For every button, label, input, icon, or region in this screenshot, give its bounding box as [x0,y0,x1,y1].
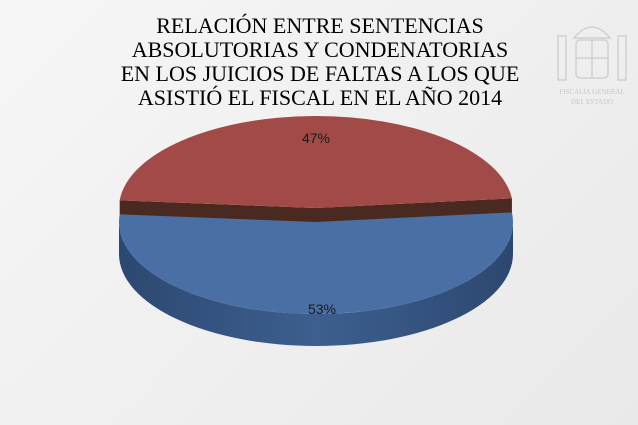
slice-blue-side [119,222,513,346]
slice-red-top [119,116,512,208]
slice-blue-top [119,212,513,315]
chart-title: RELACIÓN ENTRE SENTENCIAS ABSOLUTORIAS Y… [120,13,520,110]
svg-text:FISCALÍA GENERAL: FISCALÍA GENERAL [559,88,625,96]
coat-of-arms-icon: FISCALÍA GENERAL DEL ESTADO [557,26,627,106]
slice-label-blue: 53% [308,301,336,317]
slice-label-red: 47% [302,130,330,146]
svg-text:DEL ESTADO: DEL ESTADO [571,98,613,106]
